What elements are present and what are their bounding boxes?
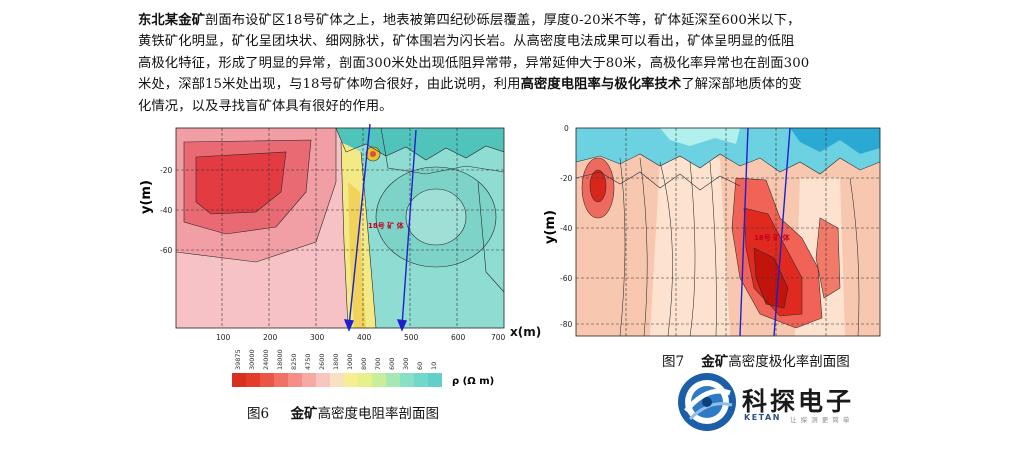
x-tick: 400 <box>357 333 372 342</box>
brand-name: 科探电子 <box>742 387 855 416</box>
x-tick: 500 <box>404 333 419 342</box>
paragraph-line-5: 化情况，以及寻找盲矿体具有很好的作用。 <box>138 98 393 114</box>
x-tick: 300 <box>310 333 325 342</box>
y-tick: -20 <box>160 166 172 175</box>
legend-value: 4750 <box>304 353 312 370</box>
legend-value: 600 <box>388 358 396 370</box>
caption-number: 图6 <box>247 406 270 422</box>
paragraph-text: 米处，深部15米处出现，与18号矿体吻合很好，由此说明，利用 <box>138 77 521 93</box>
ore-body-boundaries <box>739 127 791 337</box>
brand-slogan: 让 探 测 更 简 单 <box>790 416 851 424</box>
caption-text: 高密度极化率剖面图 <box>728 354 850 370</box>
legend-value: 800 <box>360 358 368 370</box>
paragraph-text: 了解深部地质体的变 <box>681 77 802 93</box>
legend-value: 8250 <box>290 353 298 370</box>
paragraph-lead: 东北某金矿 <box>138 13 205 28</box>
paragraph-emphasis: 高密度电阻率与极化率技术 <box>520 77 682 93</box>
legend-unit: ρ (Ω m) <box>452 376 494 387</box>
legend-value: 1000 <box>346 353 354 370</box>
paragraph-line-3: 高极化特征，形成了明显的异常，剖面300米处出现低阻异常带，异常延伸大于80米，… <box>138 55 810 71</box>
chargeability-contour-map <box>576 128 880 336</box>
y-tick: -80 <box>560 320 572 329</box>
legend-value: 18000 <box>276 349 284 370</box>
y-axis-label: y(m) <box>543 210 558 244</box>
y-axis-label: y(m) <box>139 180 154 214</box>
caption-bold: 金矿 <box>290 406 318 422</box>
legend-value: 30000 <box>248 349 256 370</box>
y-tick: 0 <box>564 124 569 133</box>
resistivity-section-figure: 18号 矿 体 -20 -40 -60 100 200 300 400 500 … <box>139 123 541 387</box>
legend-value: 39875 <box>234 349 242 370</box>
ore-body-label: 18号 矿 体 <box>368 221 405 230</box>
y-tick: -40 <box>560 224 572 233</box>
chargeability-section-figure: 18号 矿 体 0 -20 -40 -60 -80 y(m) <box>543 124 881 337</box>
x-axis-label: x(m) <box>510 325 541 339</box>
paragraph-line-1: 东北某金矿剖面布设矿区18号矿体之上，地表被第四纪砂砾层覆盖，厚度0-20米不等… <box>138 10 883 31</box>
fig6-caption: 图6 金矿高密度电阻率剖面图 <box>247 402 439 422</box>
resistivity-contour-map <box>176 128 504 328</box>
legend-value: 300 <box>402 358 410 370</box>
x-tick: 100 <box>216 333 231 342</box>
caption-number: 图7 <box>662 354 685 370</box>
paragraph-line-4: 米处，深部15米处出现，与18号矿体吻合很好，由此说明，利用高密度电阻率与极化率… <box>138 74 883 95</box>
y-tick: -60 <box>560 274 572 283</box>
y-tick: -20 <box>560 174 572 183</box>
fig7-caption: 图7 金矿高密度极化率剖面图 <box>662 350 850 370</box>
ore-body-label: 18号 矿 体 <box>754 233 791 242</box>
ore-body-arrows <box>343 123 417 332</box>
intro-paragraph: 东北某金矿剖面布设矿区18号矿体之上，地表被第四纪砂砾层覆盖，厚度0-20米不等… <box>138 10 883 117</box>
legend-value: 10 <box>430 362 438 370</box>
x-tick: 200 <box>263 333 278 342</box>
legend-value: 60 <box>416 362 424 370</box>
resistivity-color-legend: 39875 30000 24000 18000 8250 4750 2600 1… <box>232 349 494 387</box>
legend-value: 700 <box>374 358 382 370</box>
brand-latin: KETAN <box>744 413 781 422</box>
x-tick: 600 <box>451 333 466 342</box>
x-tick: 700 <box>491 333 506 342</box>
paragraph-text: 剖面布设矿区18号矿体之上，地表被第四纪砂砾层覆盖，厚度0-20米不等，矿体延深… <box>204 13 801 28</box>
paragraph-line-2: 黄铁矿化明显，矿化呈团块状、细网脉状，矿体围岩为闪长岩。从高密度电法成果可以看出… <box>138 34 795 50</box>
legend-value: 24000 <box>262 349 270 370</box>
caption-text: 高密度电阻率剖面图 <box>317 406 440 422</box>
ketan-logo-icon <box>678 373 736 431</box>
legend-value: 1800 <box>332 353 340 370</box>
y-tick: -60 <box>160 246 172 255</box>
y-tick: -40 <box>160 206 172 215</box>
caption-bold: 金矿 <box>701 354 729 370</box>
legend-value: 2600 <box>318 353 326 370</box>
